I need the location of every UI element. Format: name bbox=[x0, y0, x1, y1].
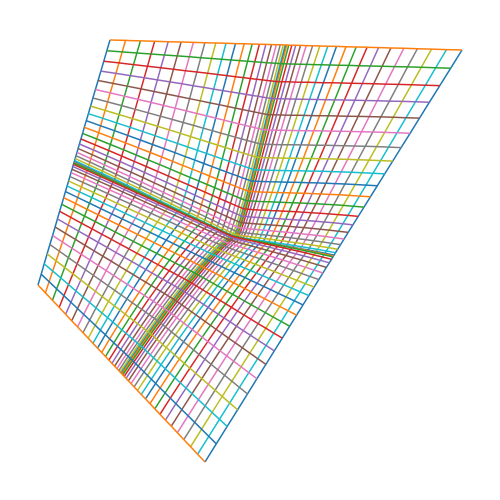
mesh-line bbox=[76, 151, 345, 240]
mesh-line bbox=[59, 210, 283, 339]
mesh-line bbox=[106, 50, 451, 69]
mesh-line bbox=[86, 119, 378, 187]
mesh-line bbox=[71, 168, 327, 269]
mesh-line bbox=[73, 163, 332, 261]
mesh-line bbox=[95, 88, 411, 135]
mesh-line bbox=[100, 70, 430, 103]
mesh-line bbox=[90, 105, 393, 162]
mesh-line bbox=[66, 185, 310, 297]
mesh-line bbox=[54, 226, 267, 366]
mesh-line bbox=[79, 143, 353, 226]
mesh-line bbox=[72, 165, 330, 264]
mesh-line bbox=[52, 234, 258, 380]
mesh-line bbox=[88, 112, 385, 175]
mesh-line bbox=[103, 60, 440, 87]
mesh-line bbox=[57, 218, 275, 352]
mesh-line bbox=[46, 253, 239, 411]
mesh-line bbox=[82, 132, 365, 208]
mesh-line bbox=[49, 243, 248, 395]
mesh-line bbox=[77, 147, 349, 234]
mesh-line bbox=[63, 197, 297, 316]
mesh-line bbox=[43, 263, 228, 427]
mesh-line bbox=[97, 79, 420, 119]
mesh-line bbox=[69, 175, 320, 281]
mesh-line bbox=[65, 190, 304, 306]
mesh-line bbox=[40, 273, 217, 445]
mesh-line bbox=[68, 180, 315, 288]
mesh-line bbox=[92, 97, 402, 149]
mesh-line bbox=[80, 138, 359, 218]
mesh-line bbox=[84, 126, 371, 198]
mesh-line bbox=[70, 171, 324, 274]
mesh-line bbox=[37, 284, 206, 463]
mesh-line bbox=[74, 157, 338, 250]
mesh-line bbox=[109, 39, 463, 51]
mesh-line bbox=[61, 203, 291, 327]
mesh-line bbox=[75, 155, 341, 246]
